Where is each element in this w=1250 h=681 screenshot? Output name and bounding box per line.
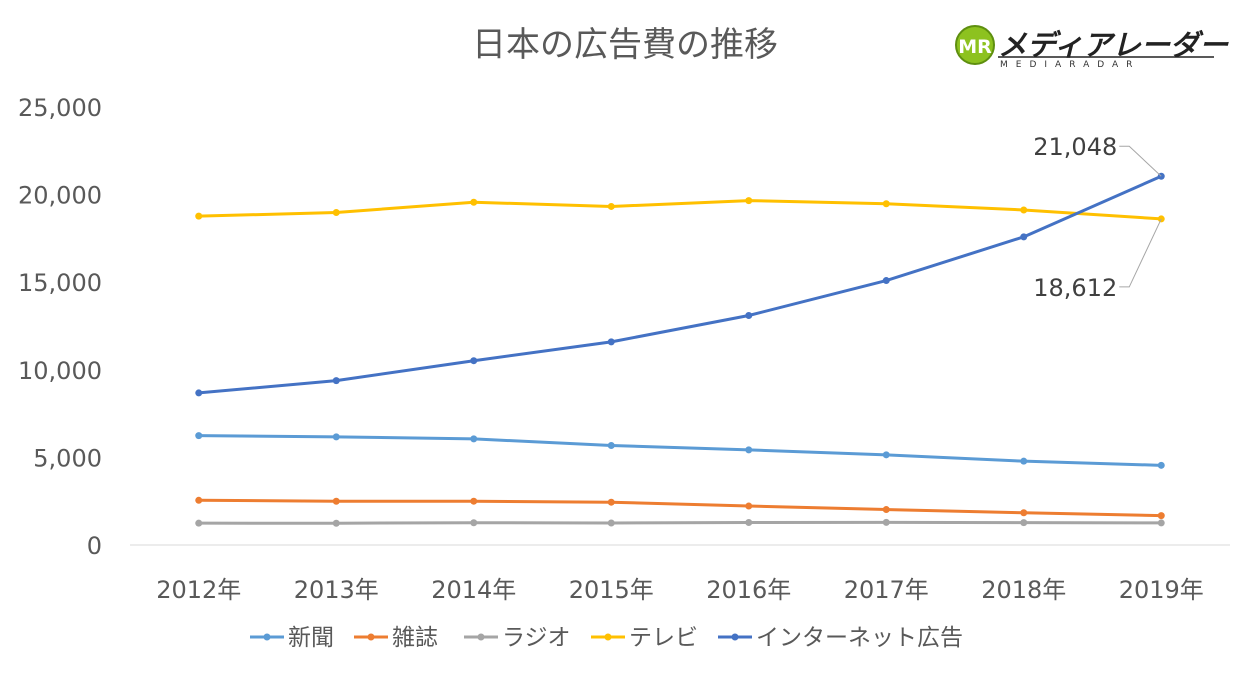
data-point [882, 518, 890, 526]
legend-marker-icon [263, 633, 271, 641]
series-5 [195, 172, 1165, 397]
series-line [198, 434, 1162, 467]
legend-item: インターネット広告 [718, 625, 963, 651]
data-point [745, 502, 753, 510]
x-tick-label: 2017年 [844, 576, 929, 604]
logo-sub: MEDIARADAR [1000, 60, 1140, 70]
y-tick-label: 15,000 [18, 269, 102, 297]
series-line [198, 520, 1162, 525]
data-point [332, 433, 340, 441]
y-tick-label: 25,000 [18, 94, 102, 122]
series-4 [195, 197, 1165, 223]
data-point [470, 357, 478, 365]
y-tick-label: 5,000 [33, 444, 102, 472]
x-tick-label: 2016年 [706, 576, 791, 604]
mediaradar-logo: MR メディアレーダー MEDIARADAR [955, 25, 1229, 70]
legend-label: ラジオ [502, 625, 571, 651]
legend-marker-icon [731, 633, 739, 641]
legend-label: テレビ [629, 625, 698, 651]
data-point [195, 389, 203, 397]
x-tick-label: 2018年 [981, 576, 1066, 604]
x-tick-label: 2014年 [431, 576, 516, 604]
legend: 新聞 雑誌 ラジオ テレビ インターネット広告 [250, 625, 963, 651]
data-point [745, 197, 753, 205]
data-point [1157, 461, 1165, 469]
annotation-layer: 21,048 18,612 [1033, 133, 1162, 302]
data-label-leader [1119, 218, 1162, 288]
x-tick-label: 2012年 [156, 576, 241, 604]
data-point [195, 432, 203, 440]
series-line [198, 199, 1162, 221]
x-tick-label: 2019年 [1119, 576, 1204, 604]
legend-label: 新聞 [288, 625, 334, 651]
data-point [745, 446, 753, 454]
chart-title: 日本の広告費の推移 [472, 25, 778, 65]
legend-marker-icon [477, 633, 485, 641]
series-3 [195, 518, 1165, 527]
data-point [470, 519, 478, 527]
data-point [1157, 519, 1165, 527]
data-point [1157, 512, 1165, 520]
data-point [1020, 206, 1028, 214]
x-tick-label: 2015年 [569, 576, 654, 604]
data-point [332, 209, 340, 217]
legend-item: ラジオ [464, 625, 571, 651]
data-point [1020, 509, 1028, 517]
data-point [470, 497, 478, 505]
y-tick-label: 10,000 [18, 357, 102, 385]
data-point [332, 377, 340, 385]
data-point [607, 338, 615, 346]
legend-item: テレビ [591, 625, 698, 651]
data-point [745, 518, 753, 526]
legend-item: 雑誌 [354, 625, 438, 651]
data-label: 21,048 [1033, 133, 1117, 161]
data-label-leader [1119, 145, 1162, 177]
data-point [882, 506, 890, 514]
x-tick-label: 2013年 [294, 576, 379, 604]
legend-marker-icon [367, 633, 375, 641]
data-point [882, 277, 890, 285]
data-point [332, 519, 340, 527]
data-point [607, 498, 615, 506]
data-point [882, 451, 890, 459]
legend-label: インターネット広告 [756, 625, 963, 651]
data-point [745, 311, 753, 319]
legend-item: 新聞 [250, 625, 334, 651]
data-point [470, 435, 478, 443]
data-point [195, 496, 203, 504]
y-tick-label: 20,000 [18, 182, 102, 210]
logo-mark-icon [955, 25, 995, 65]
series-2 [195, 496, 1165, 520]
data-point [1020, 519, 1028, 527]
data-point [607, 442, 615, 450]
series-layer [195, 172, 1165, 527]
x-axis: 2012年 2013年 2014年 2015年 2016年 2017年 2018年 2019年 [156, 576, 1204, 604]
data-point [1020, 457, 1028, 465]
data-point [332, 497, 340, 505]
legend-label: 雑誌 [392, 625, 438, 651]
data-label: 18,612 [1033, 274, 1117, 302]
series-1 [195, 432, 1165, 469]
data-point [470, 198, 478, 206]
data-point [195, 212, 203, 220]
data-point [607, 202, 615, 210]
legend-marker-icon [604, 633, 612, 641]
series-line [198, 174, 1162, 395]
logo-mark-text: MR [958, 36, 992, 58]
data-point [1020, 233, 1028, 241]
data-point [195, 519, 203, 527]
data-point [607, 519, 615, 527]
y-tick-label: 0 [87, 532, 102, 560]
data-point [882, 200, 890, 208]
y-axis: 0 5,000 10,000 15,000 20,000 25,000 [18, 94, 102, 560]
series-line [198, 498, 1162, 518]
